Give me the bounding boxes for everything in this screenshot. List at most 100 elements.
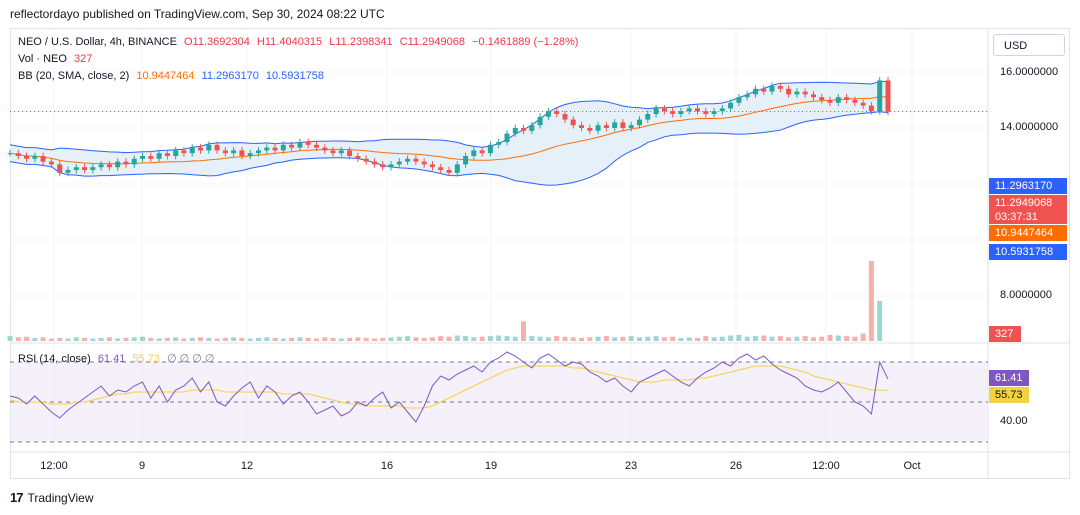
candle-body: [579, 125, 584, 128]
candle-body: [728, 102, 734, 109]
candle-body: [24, 156, 30, 159]
candle-body: [413, 158, 419, 162]
ohlc-open: O11.3692304: [184, 36, 250, 48]
volume-bar: [173, 337, 179, 341]
volume-bar: [264, 337, 270, 341]
volume-bar: [405, 336, 411, 341]
candle-body: [82, 167, 87, 170]
time-tick: 16: [380, 460, 394, 472]
volume-bar: [380, 337, 386, 341]
candle-body: [231, 150, 237, 154]
candle-body: [363, 158, 369, 162]
candle-body: [736, 97, 742, 103]
volume-bar: [504, 336, 510, 341]
price-tick: 16.0000000: [1000, 66, 1059, 78]
candle-body: [860, 102, 866, 106]
volume-bar: [272, 337, 278, 341]
candle-body: [835, 97, 841, 103]
candle-body: [206, 144, 212, 151]
candle-body: [140, 156, 145, 159]
time-tick: 12:00: [812, 460, 840, 472]
candle-body: [7, 153, 13, 155]
candle-body: [454, 164, 460, 173]
candle-body: [355, 156, 361, 159]
volume-bar: [529, 336, 535, 341]
symbol-legend[interactable]: NEO / U.S. Dollar, 4h, BINANCE O11.36923…: [18, 36, 582, 48]
candle-body: [877, 80, 883, 112]
candle-body: [786, 88, 792, 95]
candle-body: [637, 119, 642, 126]
rsi-value: 61.41: [97, 353, 126, 365]
candle-body: [131, 158, 137, 165]
volume-bar: [289, 337, 295, 341]
candle-body: [65, 170, 71, 173]
candle-body: [819, 97, 825, 100]
symbol-title[interactable]: NEO / U.S. Dollar, 4h, BINANCE: [18, 36, 177, 48]
candle-body: [711, 111, 717, 114]
candle-body: [703, 111, 709, 114]
candle-body: [73, 167, 79, 170]
volume-legend[interactable]: Vol · NEO 327: [18, 53, 96, 65]
volume-bar: [206, 337, 212, 341]
rsi-tick: 40.00: [1000, 415, 1028, 427]
volume-bar: [595, 336, 601, 341]
candle-body: [446, 170, 452, 173]
candle-body: [479, 150, 485, 154]
volume-bar: [794, 336, 800, 341]
candle-body: [438, 167, 444, 170]
price-tick: 8.0000000: [1000, 289, 1052, 301]
time-tick: 12: [240, 460, 254, 472]
volume-bar: [711, 337, 717, 341]
time-tick: 26: [729, 460, 743, 472]
volume-tag: 327: [989, 326, 1021, 342]
candle-body: [98, 164, 104, 168]
volume-bar: [181, 338, 187, 341]
candle-body: [620, 122, 626, 128]
volume-bar: [198, 337, 203, 341]
time-tick: Oct: [903, 460, 921, 472]
candle-body: [15, 153, 21, 156]
volume-bar: [554, 336, 560, 341]
volume-bar: [637, 337, 642, 341]
volume-bar: [479, 336, 485, 341]
candle-body: [885, 80, 891, 112]
volume-bar: [827, 334, 833, 341]
volume-bar: [570, 337, 576, 341]
candle-body: [521, 128, 526, 131]
volume-bar: [512, 336, 518, 341]
bb-lower-value: 10.5931758: [265, 70, 325, 82]
candle-body: [90, 167, 96, 170]
volume-bar: [753, 336, 758, 341]
volume-bar: [363, 337, 369, 341]
candle-body: [272, 147, 278, 151]
volume-bar: [330, 337, 336, 341]
tradingview-mark-icon: 17: [10, 490, 24, 505]
time-tick: 19: [484, 460, 498, 472]
tradingview-logo[interactable]: 17 TradingView: [10, 490, 94, 505]
volume-bar: [148, 337, 154, 341]
volume-value: 327: [73, 53, 93, 65]
candle-body: [164, 153, 170, 156]
volume-bar: [40, 337, 46, 341]
candle-body: [48, 161, 54, 165]
volume-bar: [868, 261, 874, 341]
volume-bar: [811, 337, 816, 341]
bb-upper-line: [9, 80, 889, 154]
candle-body: [57, 164, 63, 173]
bb-label: BB (20, SMA, close, 2): [18, 70, 130, 82]
bb-legend[interactable]: BB (20, SMA, close, 2) 10.9447464 11.296…: [18, 70, 328, 82]
volume-bar: [396, 336, 402, 341]
currency-button[interactable]: USD: [993, 34, 1065, 56]
rsi-ma-value: 55.73: [132, 353, 160, 365]
candle-body: [463, 156, 469, 165]
candle-body: [761, 88, 767, 92]
volume-bar: [24, 336, 30, 341]
volume-bar: [744, 336, 750, 341]
candle-body: [496, 142, 502, 145]
candle-body: [314, 144, 319, 148]
volume-bar: [347, 337, 353, 341]
rsi-legend[interactable]: RSI (14, close) 61.41 55.73 ∅ ∅ ∅ ∅: [18, 352, 219, 365]
close-price-value: 11.2949068: [995, 197, 1053, 209]
volume-bar: [140, 336, 145, 341]
